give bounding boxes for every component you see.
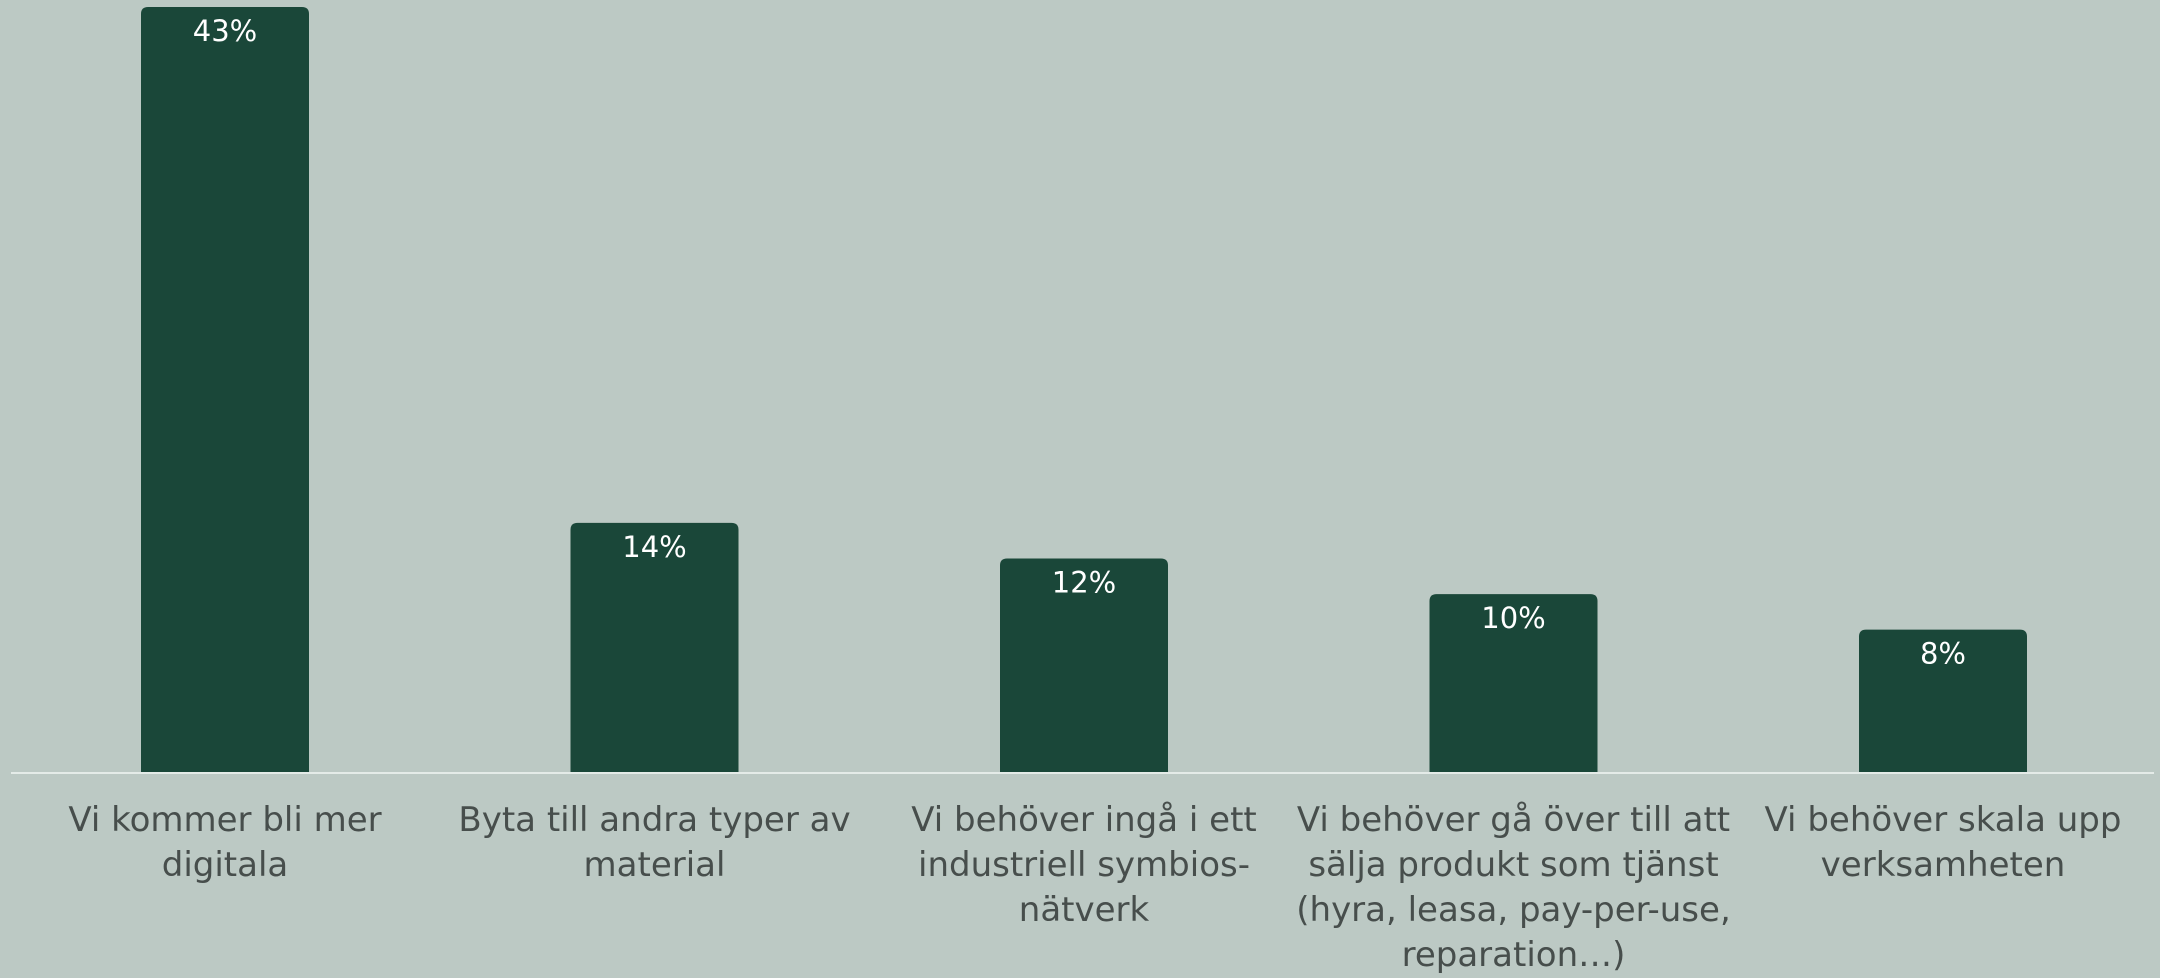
category-label: Vi behöver ingå i ett industriell symbio… (911, 800, 1257, 930)
value-label: 12% (1052, 566, 1116, 600)
value-label: 8% (1920, 637, 1966, 671)
bar (1859, 629, 2027, 772)
bar (1429, 594, 1598, 772)
category-label: Vi behöver skala upp verksamheten (1764, 800, 2122, 885)
category-label: Byta till andra typer av material (458, 800, 851, 885)
category-label: Vi behöver gå över till att sälja produk… (1296, 800, 1731, 975)
bar (141, 7, 309, 772)
bar (1000, 558, 1168, 772)
bar (570, 522, 739, 772)
value-label: 10% (1481, 601, 1545, 635)
value-label: 14% (622, 530, 686, 564)
category-label: Vi kommer bli mer digitala (68, 800, 382, 885)
value-label: 43% (193, 14, 257, 48)
